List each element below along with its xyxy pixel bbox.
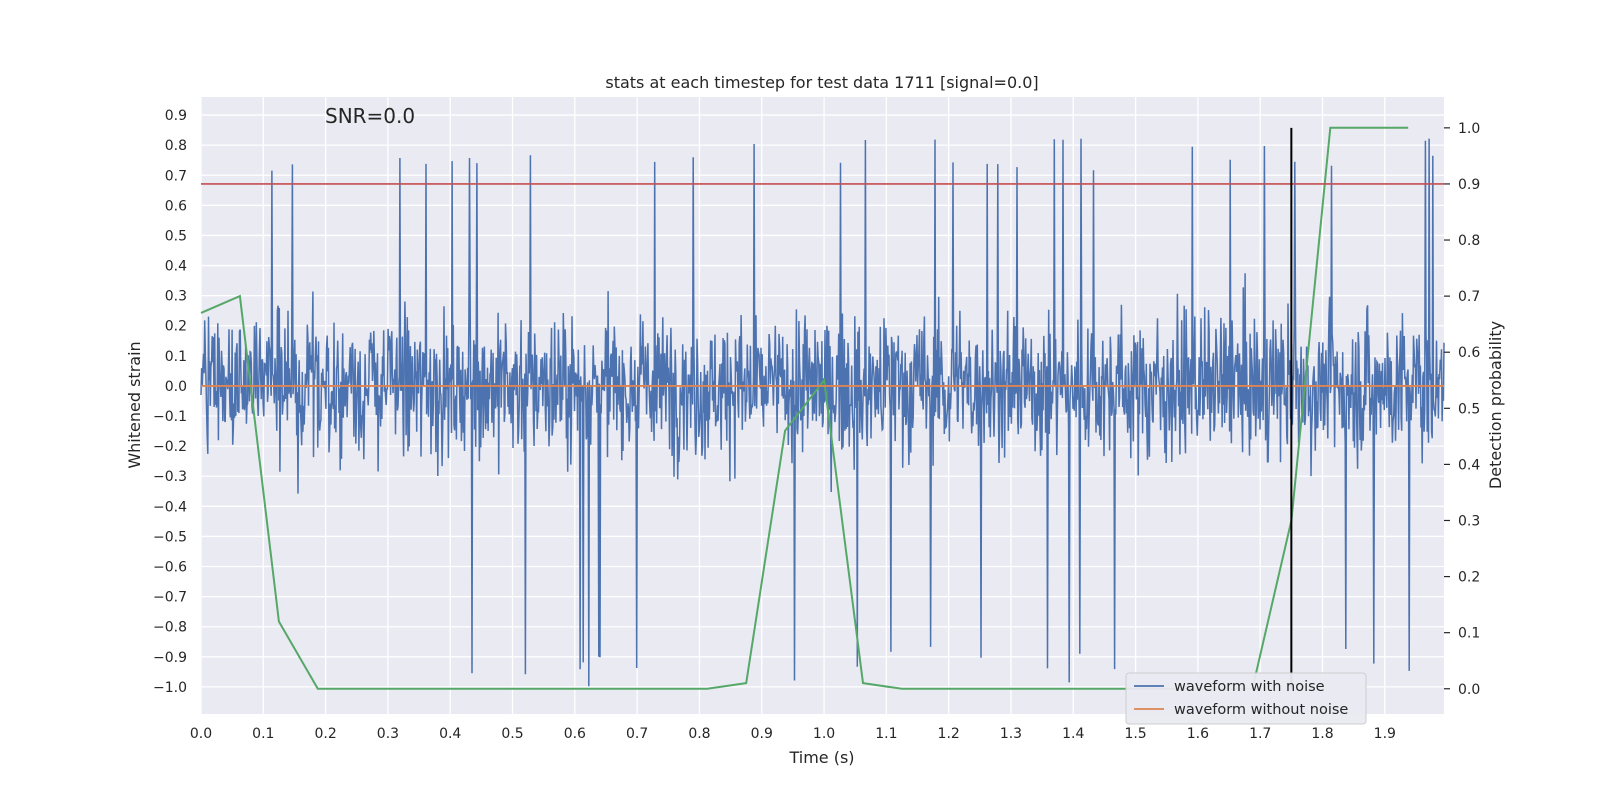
legend-label-clean: waveform without noise (1174, 702, 1348, 718)
x-tick-label: 0.9 (751, 726, 773, 742)
x-tick-label: 1.7 (1249, 726, 1271, 742)
y-left-tick-label: 0.8 (165, 138, 187, 154)
y-left-tick-label: 0.5 (165, 228, 187, 244)
x-tick-label: 0.7 (626, 726, 648, 742)
y-right-tick-label: 0.2 (1458, 570, 1480, 586)
y-left-tick-label: 0.9 (165, 108, 187, 124)
y-right-tick-labels: 0.0 0.1 0.2 0.3 0.4 0.5 0.6 0.7 0.8 0.9 1.0 (1444, 121, 1480, 698)
x-tick-label: 0.3 (377, 726, 399, 742)
y-left-tick-label: −0.1 (153, 409, 187, 425)
y-left-tick-label: 0.7 (165, 168, 187, 184)
y-left-tick-label: −0.2 (153, 439, 187, 455)
x-tick-label: 1.6 (1187, 726, 1209, 742)
x-tick-label: 0.1 (252, 726, 274, 742)
legend-label-noisy: waveform with noise (1174, 679, 1325, 695)
y-right-tick-label: 0.5 (1458, 401, 1480, 417)
chart-title: stats at each timestep for test data 171… (605, 73, 1038, 92)
y-left-tick-label: −0.3 (153, 469, 187, 485)
x-tick-label: 0.4 (439, 726, 461, 742)
y-left-tick-label: 0.1 (165, 349, 187, 365)
y-left-tick-label: 0.4 (165, 259, 187, 275)
x-tick-label: 1.3 (1000, 726, 1022, 742)
y-left-tick-label: −0.7 (153, 590, 187, 606)
x-tick-label: 0.0 (190, 726, 212, 742)
x-tick-label: 1.0 (813, 726, 835, 742)
y-left-tick-labels: 0.9 0.8 0.7 0.6 0.5 0.4 0.3 0.2 0.1 0.0 −0.1 −0.2 −0… (153, 108, 187, 696)
y-left-tick-label: −0.5 (153, 529, 187, 545)
y-right-tick-label: 0.7 (1458, 289, 1480, 305)
y-right-tick-label: 0.8 (1458, 233, 1480, 249)
x-tick-labels: 0.0 0.1 0.2 0.3 0.4 0.5 0.6 0.7 0.8 0.9 1.0 1.1 1.2 1… (190, 726, 1396, 742)
noisy-waveform-line (200, 138, 1445, 687)
x-tick-label: 1.4 (1062, 726, 1084, 742)
y-right-tick-label: 0.4 (1458, 457, 1480, 473)
y-left-tick-label: 0.2 (165, 319, 187, 335)
x-tick-label: 1.9 (1374, 726, 1396, 742)
y-left-tick-label: 0.3 (165, 289, 187, 305)
y-left-tick-label: −0.4 (153, 499, 187, 515)
y-right-tick-label: 0.3 (1458, 513, 1480, 529)
x-tick-label: 1.2 (938, 726, 960, 742)
x-axis-label: Time (s) (788, 748, 854, 767)
y-left-tick-label: −0.6 (153, 560, 187, 576)
legend-box (1125, 672, 1367, 725)
x-tick-label: 0.2 (314, 726, 336, 742)
y-right-tick-label: 0.1 (1458, 626, 1480, 642)
y-left-tick-label: −0.8 (153, 620, 187, 636)
legend: waveform with noise waveform without noi… (1125, 672, 1367, 725)
x-tick-label: 1.5 (1124, 726, 1146, 742)
x-tick-label: 0.8 (688, 726, 710, 742)
x-tick-label: 1.1 (875, 726, 897, 742)
y-right-axis-label: Detection probability (1486, 321, 1505, 489)
y-right-tick-label: 1.0 (1458, 121, 1480, 137)
y-right-tick-label: 0.6 (1458, 345, 1480, 361)
y-right-tick-label: 0.9 (1458, 177, 1480, 193)
y-left-tick-label: 0.6 (165, 198, 187, 214)
y-left-tick-label: −0.9 (153, 650, 187, 666)
y-right-tick-label: 0.0 (1458, 682, 1480, 698)
x-tick-label: 0.6 (564, 726, 586, 742)
snr-annotation: SNR=0.0 (325, 104, 415, 128)
y-left-axis-label: Whitened strain (125, 341, 144, 468)
y-left-tick-label: 0.0 (165, 379, 187, 395)
x-tick-label: 1.8 (1311, 726, 1333, 742)
y-left-tick-label: −1.0 (153, 680, 187, 696)
x-tick-label: 0.5 (501, 726, 523, 742)
